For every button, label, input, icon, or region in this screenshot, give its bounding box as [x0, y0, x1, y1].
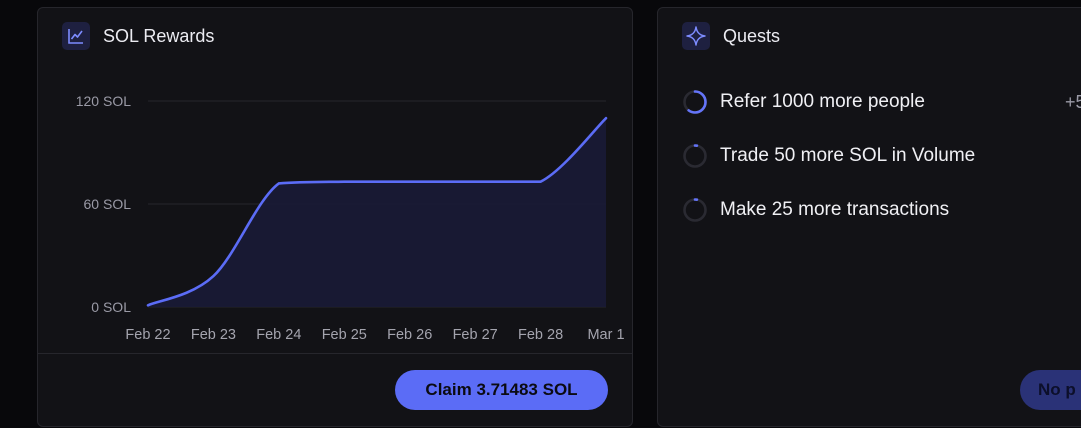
quest-progress-ring	[683, 144, 707, 168]
x-tick-label: Feb 25	[322, 327, 367, 343]
y-tick-label: 60 SOL	[84, 196, 132, 212]
series-line	[146, 116, 608, 307]
x-tick-label: Feb 23	[191, 327, 236, 343]
quest-action-button[interactable]: No p	[1020, 370, 1081, 410]
quest-label: Make 25 more transactions	[720, 199, 950, 220]
y-tick-label: 0 SOL	[91, 299, 131, 315]
quest-item: Trade 50 more SOL in Volume	[682, 142, 1081, 196]
quests-header: Quests	[682, 22, 780, 50]
footer-divider	[38, 353, 632, 354]
quests-panel: Quests Refer 1000 more people +5 Trade 5…	[657, 7, 1081, 427]
claim-button[interactable]: Claim 3.71483 SOL	[395, 370, 608, 410]
sparkle-icon	[682, 22, 710, 50]
x-tick-label: Feb 26	[387, 327, 432, 343]
x-tick-label: Feb 28	[518, 327, 563, 343]
series-area	[148, 118, 606, 308]
quest-reward: +5	[1065, 92, 1081, 112]
chart-line-icon	[62, 22, 90, 50]
quest-progress-ring	[683, 90, 707, 114]
quest-progress-ring	[683, 198, 707, 222]
x-tick-label: Feb 22	[125, 327, 170, 343]
quests-title: Quests	[723, 25, 781, 46]
quest-label: Trade 50 more SOL in Volume	[720, 145, 976, 166]
x-tick-label: Mar 1	[587, 327, 624, 343]
sol-rewards-title: SOL Rewards	[103, 25, 215, 46]
y-tick-label: 120 SOL	[76, 93, 131, 109]
sol-rewards-panel: SOL Rewards 0 SOL 60 SOL 120 SOL Feb 22 Feb …	[37, 7, 633, 427]
sol-rewards-header: SOL Rewards	[62, 22, 214, 50]
rewards-chart: 0 SOL 60 SOL 120 SOL Feb 22 Feb 23 Feb 24 Feb …	[76, 93, 625, 343]
quest-label: Refer 1000 more people	[720, 91, 925, 112]
quest-item: Make 25 more transactions	[682, 196, 1081, 250]
x-tick-label: Feb 24	[256, 327, 301, 343]
x-tick-label: Feb 27	[453, 327, 498, 343]
quest-item: Refer 1000 more people +5	[682, 88, 1081, 142]
quest-list: Refer 1000 more people +5 Trade 50 more …	[682, 88, 1081, 250]
